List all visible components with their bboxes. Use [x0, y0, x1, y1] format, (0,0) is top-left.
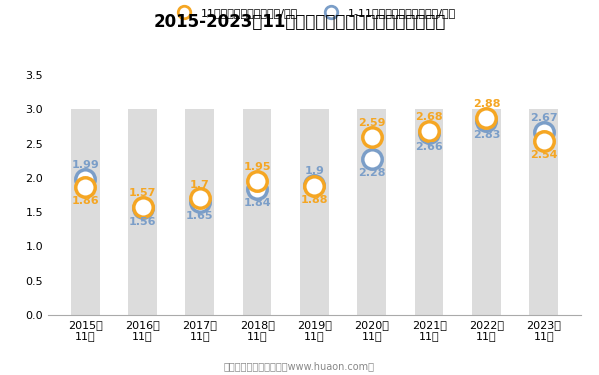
Point: [195, 199, 205, 205]
Point: [310, 182, 319, 188]
Point: [367, 134, 377, 140]
Bar: [128, 109, 157, 315]
Bar: [71, 109, 99, 315]
Text: 2.83: 2.83: [473, 130, 500, 140]
Point: [195, 195, 205, 201]
Point: [539, 129, 549, 135]
Point: [252, 178, 262, 184]
Text: 1.65: 1.65: [186, 211, 214, 221]
Point: [424, 130, 434, 136]
Text: 2.66: 2.66: [415, 141, 443, 152]
Text: 1.7: 1.7: [190, 180, 210, 189]
Point: [482, 114, 491, 120]
Text: 1.57: 1.57: [129, 188, 156, 198]
Text: 2015-2023年11月大连商品交易所玉米期货成交均价: 2015-2023年11月大连商品交易所玉米期货成交均价: [153, 13, 446, 31]
Point: [80, 184, 90, 190]
Text: 1.99: 1.99: [71, 160, 99, 170]
Text: 制图：华经产业研究院（www.huaon.com）: 制图：华经产业研究院（www.huaon.com）: [224, 361, 375, 371]
Text: 1.56: 1.56: [129, 217, 156, 227]
Text: 2.67: 2.67: [530, 113, 558, 123]
Text: 1.95: 1.95: [243, 162, 271, 172]
Bar: [300, 109, 329, 315]
Point: [80, 176, 90, 181]
Text: 2.59: 2.59: [358, 118, 386, 129]
Text: 2.54: 2.54: [530, 150, 558, 160]
Text: 2.88: 2.88: [473, 99, 500, 109]
Point: [367, 156, 377, 162]
Text: 1.88: 1.88: [301, 195, 328, 205]
Bar: [415, 109, 443, 315]
Bar: [472, 109, 501, 315]
Point: [252, 186, 262, 192]
Bar: [530, 109, 558, 315]
Bar: [186, 109, 214, 315]
Point: [310, 183, 319, 189]
Point: [138, 204, 147, 210]
Text: 1.86: 1.86: [71, 196, 99, 206]
Point: [424, 128, 434, 134]
Point: [539, 138, 549, 144]
Bar: [358, 109, 386, 315]
Text: 1.84: 1.84: [243, 198, 271, 208]
Point: [138, 205, 147, 211]
Text: 1.9: 1.9: [304, 166, 325, 176]
Text: 2.28: 2.28: [358, 168, 386, 178]
Text: 2.68: 2.68: [415, 112, 443, 122]
Bar: [243, 109, 271, 315]
Legend: 11月期货成交均价（万元/手）, 1-11月期货成交均价（万元/手）: 11月期货成交均价（万元/手）, 1-11月期货成交均价（万元/手）: [168, 4, 461, 22]
Point: [482, 118, 491, 124]
